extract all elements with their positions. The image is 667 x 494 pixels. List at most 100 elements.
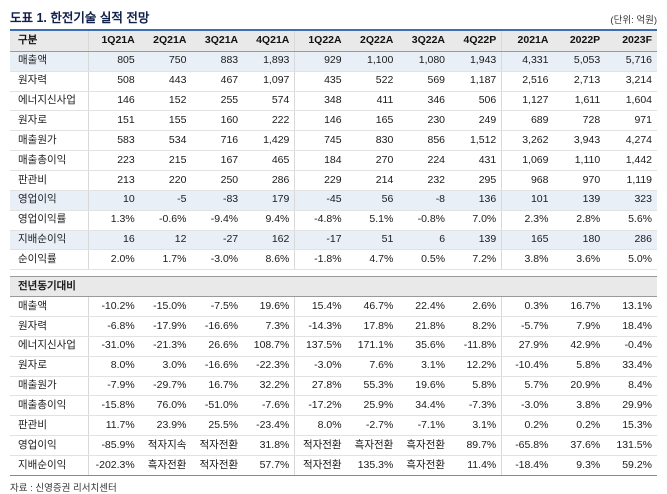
value-cell: -7.3% bbox=[450, 395, 503, 417]
value-cell: 7.9% bbox=[553, 316, 606, 337]
value-cell: 249 bbox=[450, 110, 503, 132]
value-cell: 270 bbox=[346, 150, 399, 172]
table-row: 매출총이익 223 215 167 465 184 270 224 431 1,069 1,110 1… bbox=[10, 150, 657, 172]
value-cell: 1,097 bbox=[243, 71, 296, 92]
value-cell: 534 bbox=[139, 130, 192, 152]
value-cell: -0.6% bbox=[139, 210, 192, 231]
value-cell: 4,331 bbox=[501, 51, 554, 72]
value-cell: 25.5% bbox=[191, 415, 244, 437]
value-cell: 20.9% bbox=[553, 376, 606, 397]
value-cell: 443 bbox=[139, 71, 192, 92]
value-cell: 146 bbox=[294, 110, 347, 132]
value-cell: -11.8% bbox=[450, 336, 503, 357]
value-cell: -7.9% bbox=[88, 376, 140, 397]
value-cell: 12 bbox=[139, 230, 192, 251]
period-column-header: 2023F bbox=[605, 31, 657, 52]
row-label: 원자로 bbox=[10, 356, 89, 377]
row-label: 매출원가 bbox=[10, 376, 89, 397]
value-cell: 1,604 bbox=[605, 91, 657, 112]
value-cell: 흑자전환 bbox=[398, 455, 451, 476]
value-cell: 적자전환 bbox=[191, 455, 244, 476]
period-column-header: 4Q21A bbox=[243, 31, 296, 52]
value-cell: 16.7% bbox=[553, 296, 606, 318]
value-cell: 970 bbox=[553, 170, 606, 191]
table-row: 매출총이익 -15.8% 76.0% -51.0% -7.6% -17.2% 25.9% 34… bbox=[10, 395, 657, 417]
row-label: 원자로 bbox=[10, 110, 89, 132]
value-cell: 16 bbox=[88, 230, 140, 251]
value-cell: 7.0% bbox=[450, 210, 503, 231]
table-header-row: 구분 1Q21A 2Q21A 3Q21A 4Q21A 1Q22A 2Q22A 3Q22A 4Q2… bbox=[10, 31, 657, 52]
value-cell: 136 bbox=[450, 190, 503, 211]
value-cell: 152 bbox=[139, 91, 192, 112]
value-cell: 2,713 bbox=[553, 71, 606, 92]
row-label: 영업이익률 bbox=[10, 210, 89, 231]
value-cell: 971 bbox=[605, 110, 657, 132]
value-cell: 883 bbox=[191, 51, 244, 72]
spacer-row bbox=[10, 270, 657, 277]
value-cell: 22.4% bbox=[398, 296, 451, 318]
value-cell: 2.3% bbox=[501, 210, 554, 231]
value-cell: -5 bbox=[139, 190, 192, 211]
period-column-header: 3Q22A bbox=[398, 31, 451, 52]
value-cell: 5.0% bbox=[605, 249, 657, 271]
section-label: 전년동기대비 bbox=[10, 276, 657, 298]
value-cell: 286 bbox=[243, 170, 296, 191]
value-cell: 230 bbox=[398, 110, 451, 132]
value-cell: 137.5% bbox=[294, 336, 347, 357]
row-label: 영업이익 bbox=[10, 435, 89, 457]
value-cell: -65.8% bbox=[501, 435, 554, 457]
value-cell: -29.7% bbox=[139, 376, 192, 397]
table-row: 에너지신사업 -31.0% -21.3% 26.6% 108.7% 137.5% 171.1… bbox=[10, 336, 657, 357]
value-cell: -31.0% bbox=[88, 336, 140, 357]
value-cell: 220 bbox=[139, 170, 192, 191]
value-cell: 805 bbox=[88, 51, 140, 72]
value-cell: 165 bbox=[346, 110, 399, 132]
value-cell: 1,100 bbox=[346, 51, 399, 72]
value-cell: 흑자전환 bbox=[398, 435, 451, 457]
value-cell: 46.7% bbox=[346, 296, 399, 318]
value-cell: -7.6% bbox=[243, 395, 296, 417]
value-cell: 222 bbox=[243, 110, 296, 132]
value-cell: -0.4% bbox=[605, 336, 657, 357]
row-label: 판관비 bbox=[10, 170, 89, 191]
value-cell: 745 bbox=[294, 130, 347, 152]
value-cell: -15.8% bbox=[88, 395, 140, 417]
unit-label: (단위: 억원) bbox=[610, 15, 657, 26]
value-cell: 508 bbox=[88, 71, 140, 92]
value-cell: 215 bbox=[139, 150, 192, 172]
value-cell: 3.8% bbox=[501, 249, 554, 271]
table-title: 도표 1. 한전기술 실적 전망 bbox=[10, 11, 150, 25]
value-cell: 223 bbox=[88, 150, 140, 172]
value-cell: 1,119 bbox=[605, 170, 657, 191]
value-cell: 348 bbox=[294, 91, 347, 112]
value-cell: -45 bbox=[294, 190, 347, 211]
value-cell: -21.3% bbox=[139, 336, 192, 357]
value-cell: 26.6% bbox=[191, 336, 244, 357]
value-cell: 32.2% bbox=[243, 376, 296, 397]
value-cell: 2.6% bbox=[450, 296, 503, 318]
value-cell: 1.3% bbox=[88, 210, 140, 231]
row-label: 에너지신사업 bbox=[10, 91, 89, 112]
table-row: 원자로 151 155 160 222 146 165 230 249 689 728 971 bbox=[10, 110, 657, 132]
value-cell: 2.8% bbox=[553, 210, 606, 231]
value-cell: 1,110 bbox=[553, 150, 606, 172]
value-cell: 0.3% bbox=[501, 296, 554, 318]
table-row: 매출원가 -7.9% -29.7% 16.7% 32.2% 27.8% 55.3% 19.6%… bbox=[10, 376, 657, 397]
value-cell: 2,516 bbox=[501, 71, 554, 92]
value-cell: 224 bbox=[398, 150, 451, 172]
value-cell: 5.7% bbox=[501, 376, 554, 397]
row-label: 에너지신사업 bbox=[10, 336, 89, 357]
value-cell: 184 bbox=[294, 150, 347, 172]
value-cell: 1,512 bbox=[450, 130, 503, 152]
value-cell: 33.4% bbox=[605, 356, 657, 377]
value-cell: 5,716 bbox=[605, 51, 657, 72]
value-cell: 3.6% bbox=[553, 249, 606, 271]
value-cell: 57.7% bbox=[243, 455, 296, 476]
value-cell: 1,611 bbox=[553, 91, 606, 112]
value-cell: -85.9% bbox=[88, 435, 140, 457]
value-cell: 929 bbox=[294, 51, 347, 72]
value-cell: 8.4% bbox=[605, 376, 657, 397]
table-body: 매출액 805 750 883 1,893 929 1,100 1,080 1,943 4,331… bbox=[10, 51, 657, 476]
period-column-header: 2022P bbox=[553, 31, 606, 52]
